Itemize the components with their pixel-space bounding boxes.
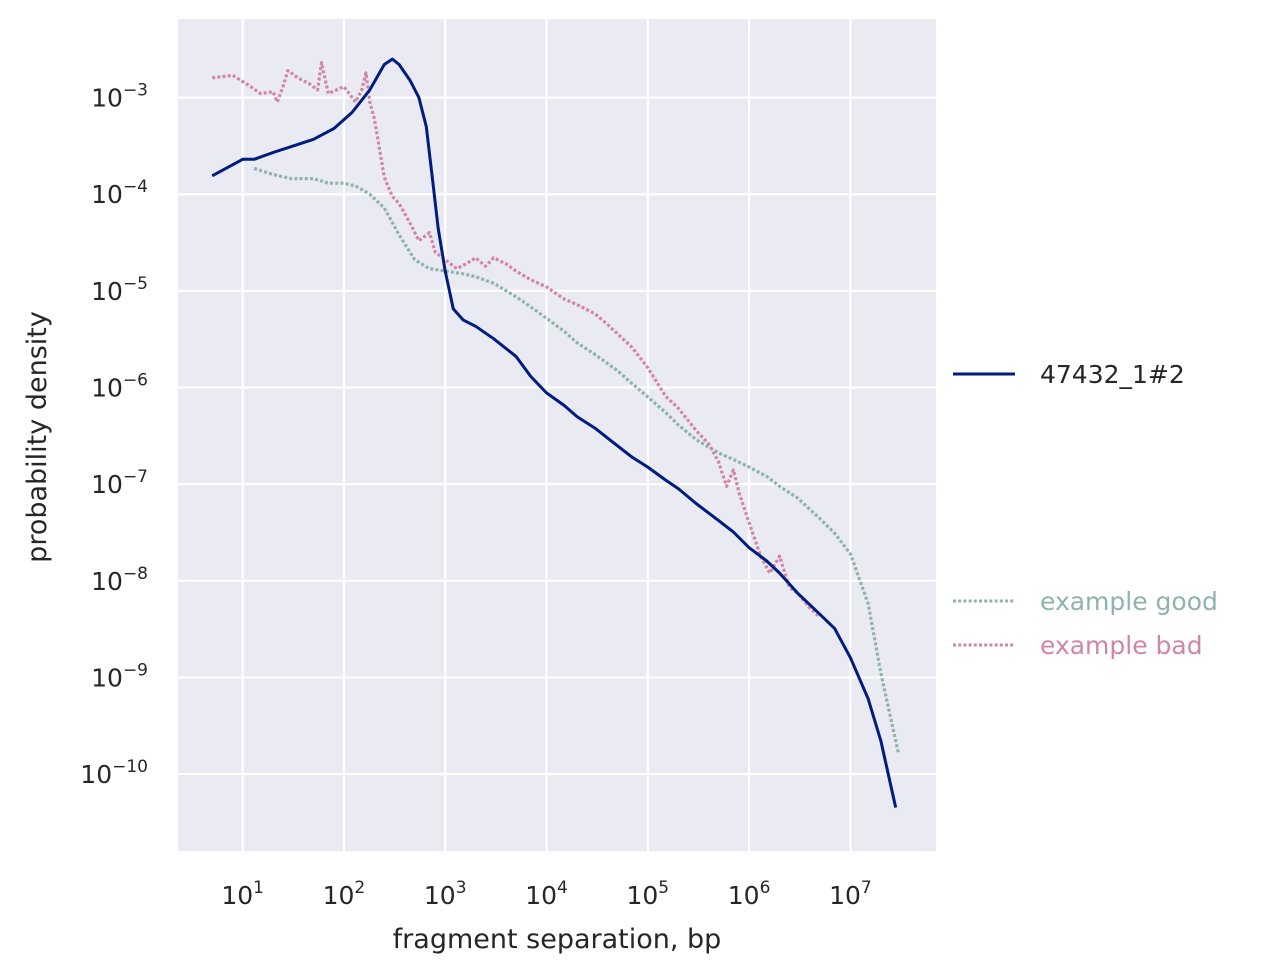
x-tick-label: 101 bbox=[221, 878, 264, 910]
x-tick-label: 106 bbox=[728, 878, 771, 910]
y-tick-label: 10−7 bbox=[91, 467, 148, 499]
y-tick-label: 10−9 bbox=[91, 660, 148, 692]
series-line-1 bbox=[253, 166, 901, 755]
y-tick-label: 10−6 bbox=[91, 371, 148, 403]
x-tick-label: 103 bbox=[424, 878, 467, 910]
x-tick-label: 102 bbox=[323, 878, 366, 910]
y-tick-label: 10−10 bbox=[80, 757, 148, 789]
x-tick-label: 105 bbox=[626, 878, 669, 910]
legend-label: 47432_1#2 bbox=[1040, 360, 1185, 389]
series-line-0 bbox=[211, 57, 898, 808]
series-line-2 bbox=[212, 61, 821, 619]
y-tick-label: 10−5 bbox=[91, 274, 148, 306]
x-tick-label: 107 bbox=[829, 878, 872, 910]
plot-area-background bbox=[178, 19, 936, 851]
legend-label: example good bbox=[1040, 587, 1218, 616]
y-tick-labels: 10−3 10−4 10−5 10−6 10−7 10−8 10−9 10−10 bbox=[80, 81, 148, 790]
y-tick-label: 10−3 bbox=[91, 81, 148, 113]
x-axis-label: fragment separation, bp bbox=[393, 924, 722, 955]
y-tick-label: 10−8 bbox=[91, 564, 148, 596]
x-tick-labels: 101 102 103 104 105 106 107 bbox=[221, 878, 871, 910]
y-axis-label: probability density bbox=[22, 311, 53, 563]
series-layer bbox=[211, 57, 901, 808]
grid bbox=[178, 19, 936, 851]
legend-label: example bad bbox=[1040, 631, 1203, 660]
x-tick-label: 104 bbox=[525, 878, 568, 910]
y-tick-label: 10−4 bbox=[91, 177, 148, 209]
